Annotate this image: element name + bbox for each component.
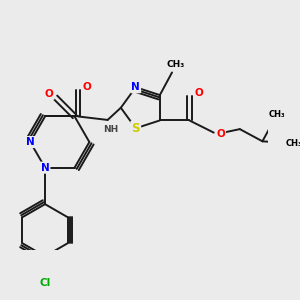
- Text: CH₃: CH₃: [269, 110, 285, 119]
- Text: N: N: [26, 137, 34, 147]
- Text: Cl: Cl: [39, 278, 51, 288]
- Text: S: S: [131, 122, 140, 135]
- Text: CH₃: CH₃: [167, 60, 184, 69]
- Text: N: N: [41, 163, 50, 172]
- Text: O: O: [195, 88, 203, 98]
- Text: O: O: [45, 89, 54, 99]
- Text: NH: NH: [103, 125, 119, 134]
- Text: O: O: [82, 82, 91, 92]
- Text: CH₃: CH₃: [286, 139, 300, 148]
- Text: N: N: [131, 82, 140, 92]
- Text: O: O: [216, 129, 225, 139]
